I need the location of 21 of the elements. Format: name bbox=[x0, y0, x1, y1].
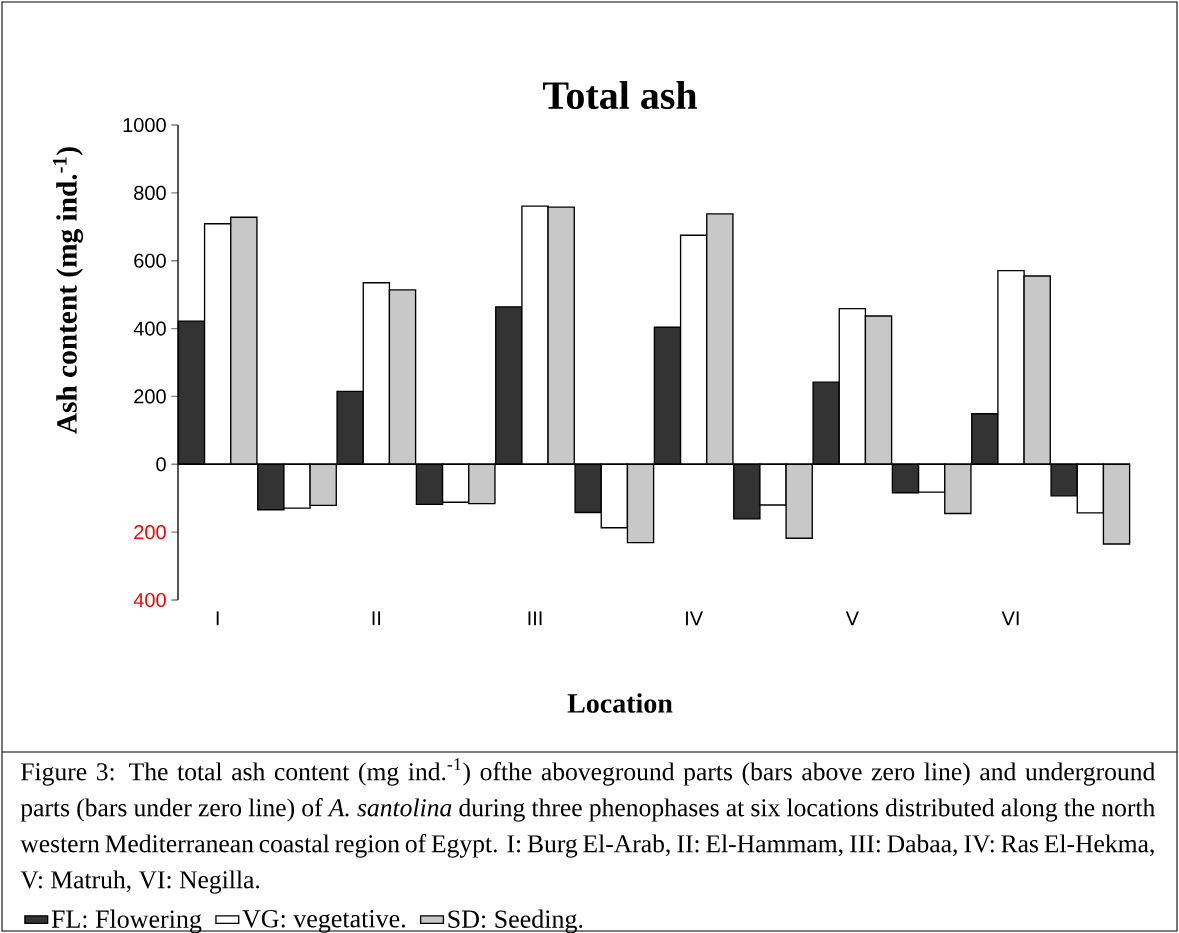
legend-label: VG: vegetative. bbox=[242, 910, 405, 933]
legend-label: FL: Flowering bbox=[51, 909, 202, 933]
y-tick-label: 800 bbox=[134, 185, 166, 200]
x-tick-label: VI bbox=[1001, 611, 1019, 626]
x-axis-title: Location bbox=[567, 693, 673, 713]
y-tick-label: 0 bbox=[156, 457, 166, 472]
chart-title: Total ash bbox=[543, 80, 698, 110]
y-tick-label: 1000 bbox=[123, 117, 166, 133]
legend-label: SD: Seeding. bbox=[448, 909, 583, 933]
y-tick-label: 600 bbox=[134, 253, 166, 268]
y-tick-label: 400 bbox=[133, 321, 166, 336]
x-tick-label: I bbox=[216, 611, 219, 626]
x-tick-label: II bbox=[372, 611, 381, 626]
y-tick-label: 200 bbox=[134, 389, 166, 404]
y-tick-label: 200 bbox=[134, 525, 166, 540]
text: Figure 3: The total ash content (mg ind.$^{-1}$) ofthe aboveground parts (bars above zero line) and underground parts (bars under zero line) of A. santolina during three phenophases at six locations distributed along the north western Mediterranean coastal region of Egypt. I: Burg El-Arab, II: El-Hammam, III: Dabaa, IV: Ras El-Hekma, V: Matruh, VI: Negilla. bbox=[20, 758, 1156, 894]
x-tick-label: IV bbox=[686, 611, 704, 626]
y-axis-title: Ash content (mg ind.$^{-1}$) bbox=[52, 147, 84, 434]
y-tick-label: 400 bbox=[133, 592, 166, 608]
x-tick-label: V bbox=[845, 611, 859, 626]
x-tick-label: III bbox=[528, 611, 542, 626]
